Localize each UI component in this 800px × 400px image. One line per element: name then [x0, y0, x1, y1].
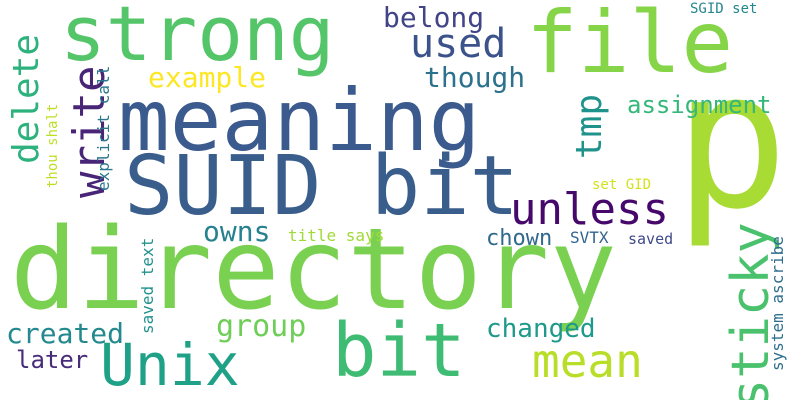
- word-system-ascribe: system ascribe: [768, 236, 787, 371]
- word-belong: belong: [383, 1, 485, 34]
- word-owns: owns: [203, 215, 271, 248]
- word-though: though: [424, 61, 526, 94]
- word-directory: directory: [10, 205, 617, 335]
- word-later: later: [16, 346, 89, 374]
- word-tmp: tmp: [569, 93, 610, 159]
- word-strong: strong: [60, 0, 335, 78]
- word-suid-bit: SUID bit: [124, 139, 519, 234]
- word-file: file: [526, 0, 734, 93]
- word-bit: bit: [332, 308, 466, 394]
- word-delete: delete: [6, 33, 47, 164]
- word-unix: Unix: [100, 331, 240, 399]
- word-svtx: SVTX: [570, 228, 609, 247]
- word-unless: unless: [510, 184, 669, 235]
- word-created: created: [6, 317, 125, 350]
- word-assignment: assignment: [627, 91, 772, 119]
- word-chown: chown: [486, 226, 553, 251]
- word-meaning: meaning: [118, 71, 481, 171]
- word-title-says: title says: [288, 226, 385, 245]
- word-saved-text: saved text: [138, 237, 157, 334]
- word-changed: changed: [486, 314, 596, 344]
- word-saved: saved: [628, 230, 674, 248]
- word-example: example: [148, 61, 267, 94]
- word-explicit-call: explicit call: [94, 65, 113, 191]
- word-p: p: [674, 30, 789, 251]
- word-used: used: [410, 21, 507, 67]
- word-group: group: [216, 309, 307, 344]
- word-set-gid: set GID: [592, 177, 652, 193]
- word-thou-shalt: thou shalt: [45, 103, 61, 188]
- word-sgid-set: SGID set: [690, 1, 758, 17]
- word-sticky: mean: [532, 334, 643, 388]
